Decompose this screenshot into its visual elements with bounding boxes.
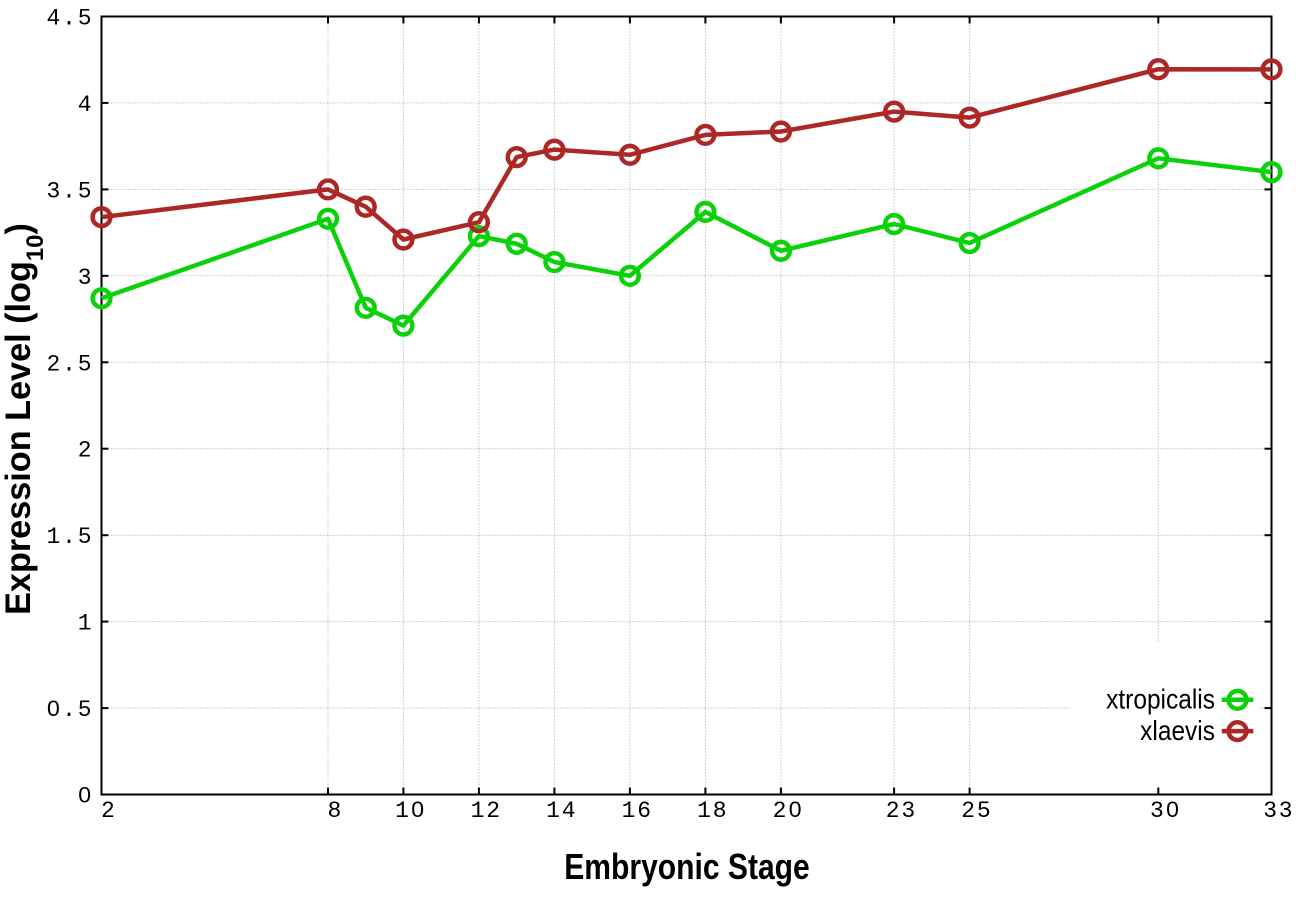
svg-text:3: 3 [46,178,60,204]
svg-text:1: 1 [78,611,92,637]
svg-text:5: 5 [78,351,92,377]
svg-text:5: 5 [977,798,991,824]
svg-text:3: 3 [1279,798,1293,824]
svg-text:3: 3 [1263,798,1277,824]
svg-text:Embryonic Stage: Embryonic Stage [564,847,810,887]
svg-text:1: 1 [546,798,560,824]
svg-text:.: . [62,524,76,550]
svg-text:5: 5 [78,524,92,550]
svg-text:1: 1 [622,798,636,824]
svg-text:8: 8 [327,798,341,824]
svg-text:3: 3 [78,265,92,291]
svg-text:2: 2 [78,438,92,464]
svg-text:.: . [62,351,76,377]
svg-text:5: 5 [78,697,92,723]
svg-text:1: 1 [46,524,60,550]
svg-text:3: 3 [901,798,915,824]
svg-text:3: 3 [1150,798,1164,824]
svg-text:.: . [62,178,76,204]
svg-text:1: 1 [395,798,409,824]
svg-text:xtropicalis: xtropicalis [1106,683,1215,715]
svg-text:2: 2 [46,351,60,377]
svg-text:4: 4 [46,6,60,32]
svg-text:.: . [62,697,76,723]
svg-text:2: 2 [886,798,900,824]
svg-text:5: 5 [78,178,92,204]
svg-text:5: 5 [78,6,92,32]
svg-text:xlaevis: xlaevis [1140,714,1215,746]
svg-text:1: 1 [697,798,711,824]
svg-text:1: 1 [471,798,485,824]
svg-text:2: 2 [486,798,500,824]
svg-text:2: 2 [101,798,115,824]
svg-text:2: 2 [773,798,787,824]
svg-text:8: 8 [713,798,727,824]
svg-text:4: 4 [78,92,92,118]
svg-text:.: . [62,6,76,32]
svg-text:2: 2 [961,798,975,824]
svg-text:6: 6 [637,798,651,824]
svg-text:4: 4 [562,798,576,824]
